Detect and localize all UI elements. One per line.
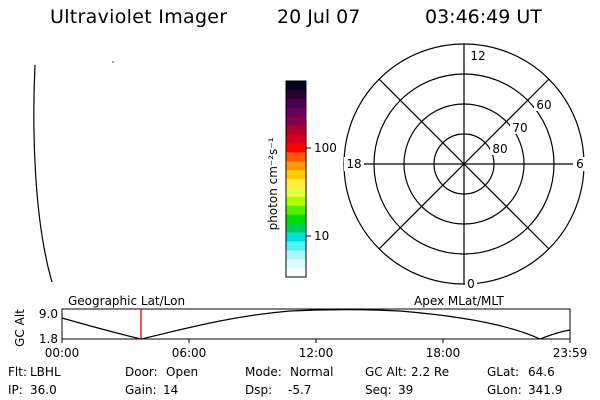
colorbar-swatch <box>286 161 306 171</box>
colorbar-swatch <box>286 143 306 153</box>
colorbar-swatch <box>286 223 306 233</box>
timeline-xticks <box>61 339 571 343</box>
colorbar-swatch <box>286 250 306 260</box>
colorbar-tick-label: 100 <box>314 141 337 155</box>
colorbar <box>286 81 306 278</box>
glon-label: GLon: <box>487 383 522 397</box>
timeline-ytick: 9.0 <box>39 307 58 321</box>
gain-label: Gain: <box>125 383 157 397</box>
colorbar-swatch <box>286 125 306 135</box>
timeline-ytick: 1.8 <box>39 332 58 346</box>
observation-time: 03:46:49 UT <box>425 6 542 28</box>
mode-value: Normal <box>290 365 333 379</box>
gc-alt-value: 2.2 Re <box>411 365 449 379</box>
instrument-title: Ultraviolet Imager <box>50 6 228 28</box>
colorbar-swatch <box>286 214 306 224</box>
glat-value: 64.6 <box>528 365 555 379</box>
colorbar-swatch <box>286 152 306 162</box>
colorbar-swatch <box>286 268 306 278</box>
colorbar-swatch <box>286 196 306 207</box>
mlt-label-bottom: 0 <box>467 277 475 291</box>
colorbar-swatch <box>286 170 306 180</box>
door-label: Door: <box>125 365 158 379</box>
mlt-label-left: 18 <box>346 157 361 171</box>
earth-limb-curve <box>33 64 53 283</box>
colorbar-frame <box>285 80 307 278</box>
colorbar-swatch <box>286 187 306 198</box>
timeline-xtick-label: 18:00 <box>426 346 461 360</box>
ip-value: 36.0 <box>30 383 57 397</box>
colorbar-swatch <box>286 98 306 109</box>
polar-diagonal-b <box>378 78 550 250</box>
flt-value: LBHL <box>30 365 61 379</box>
dsp-label: Dsp: <box>245 383 272 397</box>
timeline-xtick-label: 23:59 <box>553 346 588 360</box>
timeline-xtick-label: 12:00 <box>299 346 334 360</box>
dsp-value: -5.7 <box>288 383 311 397</box>
colorbar-swatch <box>286 241 306 251</box>
altitude-curve <box>61 308 571 340</box>
image-speck <box>112 61 114 63</box>
colorbar-swatch <box>286 107 306 118</box>
colorbar-swatch <box>286 81 306 91</box>
colorbar-swatch <box>286 205 306 216</box>
lat-label-60: 60 <box>536 98 551 112</box>
mlt-label-right: 6 <box>576 157 584 171</box>
colorbar-tick-label: 10 <box>314 229 329 243</box>
mlt-label-top: 12 <box>470 49 485 63</box>
colorbar-unit-label: photon cm⁻²s⁻¹ <box>266 137 280 230</box>
colorbar-swatch <box>286 116 306 126</box>
glon-value: 341.9 <box>528 383 562 397</box>
timeline-left-label: Geographic Lat/Lon <box>68 294 185 308</box>
mode-label: Mode: <box>245 365 282 379</box>
polar-grid <box>343 43 585 285</box>
colorbar-swatch <box>286 179 306 189</box>
door-value: Open <box>166 365 198 379</box>
gc-alt-label: GC Alt: <box>365 365 407 379</box>
timeline-xtick-label: 06:00 <box>172 346 207 360</box>
timeline-right-label: Apex MLat/MLT <box>414 294 504 308</box>
flt-label: Flt: <box>8 365 27 379</box>
seq-value: 39 <box>398 383 413 397</box>
seq-label: Seq: <box>365 383 392 397</box>
glat-label: GLat: <box>487 365 519 379</box>
timeline-xtick-label: 00:00 <box>45 346 80 360</box>
observation-date: 20 Jul 07 <box>277 6 361 28</box>
gain-value: 14 <box>163 383 178 397</box>
colorbar-swatch <box>286 134 306 144</box>
timeline-axis-label: GC Alt <box>13 309 27 347</box>
ip-label: IP: <box>8 383 23 397</box>
colorbar-swatch <box>286 89 306 100</box>
colorbar-swatch <box>286 232 306 242</box>
colorbar-swatch <box>286 259 306 269</box>
lat-label-70: 70 <box>512 121 527 135</box>
lat-label-80: 80 <box>492 142 507 156</box>
